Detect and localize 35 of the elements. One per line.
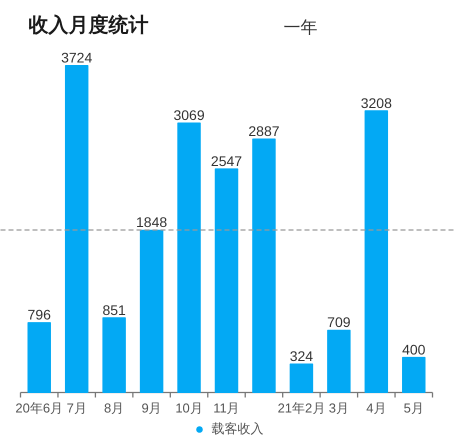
x-tick-label: 20年6月: [15, 400, 64, 416]
bar: [252, 138, 276, 393]
x-tick-label: 3月: [328, 400, 349, 416]
bar: [64, 65, 88, 393]
bar: [327, 330, 351, 393]
x-tick-label: 10月: [175, 400, 203, 416]
x-tick-label: 5月: [404, 400, 424, 416]
data-label: 3069: [173, 107, 205, 124]
bar: [402, 356, 426, 393]
data-label: 3724: [61, 50, 92, 66]
data-label: 3208: [360, 94, 392, 111]
x-tick-label: 8月: [104, 400, 124, 416]
x-tick-label: 4月: [366, 400, 386, 416]
x-tick-label: 11月: [213, 400, 240, 416]
data-label: 2887: [248, 122, 280, 139]
data-label: 324: [290, 348, 314, 364]
text: 一年: [284, 18, 318, 37]
data-label: 851: [102, 302, 126, 318]
bar: [177, 122, 201, 393]
data-label: 2547: [210, 152, 242, 169]
x-tick-label: 7月: [66, 400, 87, 416]
legend-label: 载客收入: [212, 420, 264, 438]
chart-title: 收入月度统计: [28, 14, 148, 36]
bar: [27, 322, 51, 393]
x-tick-label: 21年2月: [278, 400, 326, 416]
data-label: 400: [402, 341, 426, 358]
bar: [290, 364, 314, 393]
bar: [364, 110, 388, 393]
x-tick-label: 9月: [141, 400, 162, 416]
data-label: 1848: [136, 214, 168, 230]
bar: [214, 168, 238, 393]
bar: [140, 230, 164, 393]
data-label: 709: [327, 314, 351, 330]
bar: [102, 317, 126, 393]
data-label: 796: [28, 306, 52, 323]
